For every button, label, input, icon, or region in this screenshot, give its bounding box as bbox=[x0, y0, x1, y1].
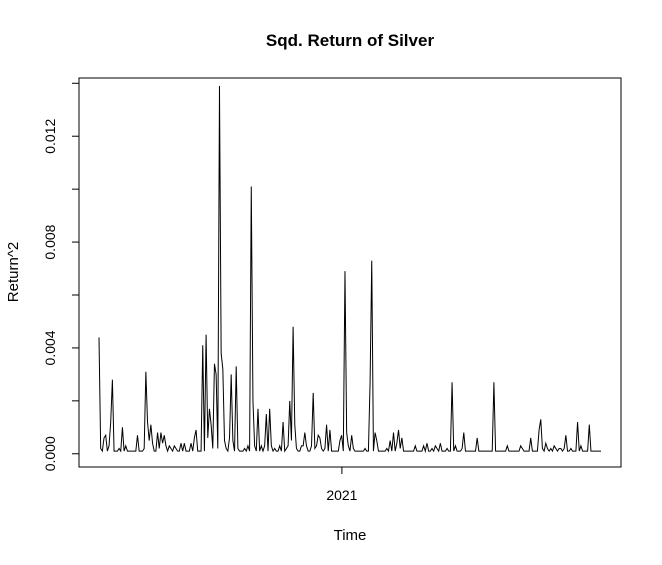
plot-frame bbox=[78, 77, 622, 468]
y-tick-label: 0.012 bbox=[42, 118, 58, 153]
y-tick-label: 0.008 bbox=[42, 224, 58, 259]
x-axis-label: Time bbox=[334, 527, 367, 544]
x-tick-label: 2021 bbox=[326, 487, 357, 503]
y-tick-label: 0.000 bbox=[42, 436, 58, 471]
y-axis: 0.000 0.004 0.008 0.012 bbox=[42, 82, 80, 471]
chart-title: Sqd. Return of Silver bbox=[266, 31, 435, 50]
x-axis: 2021 bbox=[326, 467, 358, 503]
series-line-squared-return bbox=[98, 85, 601, 454]
y-axis-label: Return^2 bbox=[5, 242, 22, 302]
y-tick-label: 0.004 bbox=[42, 330, 58, 365]
